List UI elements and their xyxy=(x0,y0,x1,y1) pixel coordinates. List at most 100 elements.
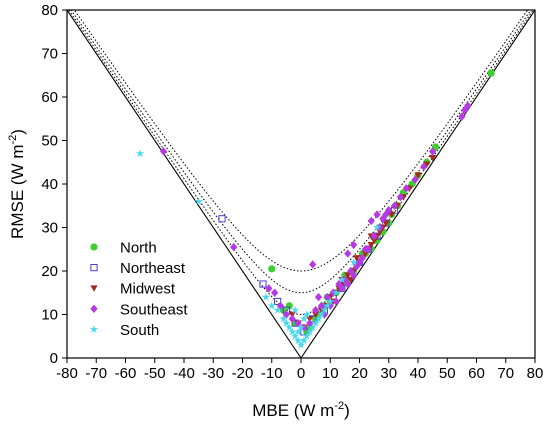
point-southeast xyxy=(420,162,428,171)
point-south xyxy=(293,336,303,345)
point-north xyxy=(285,302,293,310)
point-southeast xyxy=(288,314,296,324)
x-tick-label: 50 xyxy=(439,365,456,382)
y-tick-label: 80 xyxy=(41,2,58,19)
axis-ticks: -80 -70 -60 -50 -40 -30 -20 -10 0 10 20 30 40 50 60 70 8… xyxy=(41,2,543,382)
point-northeast xyxy=(259,280,267,288)
point-midwest xyxy=(429,155,437,162)
x-tick-label: 70 xyxy=(497,365,514,382)
point-midwest xyxy=(347,276,355,284)
point-southeast xyxy=(159,147,168,156)
x-tick-label: 0 xyxy=(297,365,305,382)
point-south xyxy=(308,323,317,332)
point-south xyxy=(288,327,297,336)
x-tick-label: -50 xyxy=(144,365,166,382)
point-southeast xyxy=(347,266,355,276)
point-southeast xyxy=(306,319,314,328)
point-south xyxy=(349,257,358,266)
legend-marker-southeast xyxy=(90,304,98,313)
point-midwest xyxy=(344,272,352,279)
point-south xyxy=(290,305,300,314)
x-axis-title-end: ) xyxy=(344,401,350,420)
x-tick-label: 30 xyxy=(380,365,397,382)
y-axis-title-superscript: -2 xyxy=(7,135,19,145)
point-southeast xyxy=(344,279,352,289)
x-tick-label: -40 xyxy=(173,365,195,382)
point-southeast xyxy=(396,192,405,202)
point-southeast xyxy=(317,301,326,310)
point-south xyxy=(302,310,312,319)
legend-marker-northeast xyxy=(90,264,98,272)
x-tick-label: 10 xyxy=(322,365,339,382)
x-axis-title: MBE (W m-2) xyxy=(252,400,350,420)
legend-label-south: South xyxy=(120,322,159,339)
point-south xyxy=(331,288,341,297)
point-southeast xyxy=(364,245,372,254)
point-midwest xyxy=(367,242,375,249)
point-southeast xyxy=(376,223,384,232)
point-south xyxy=(299,336,309,345)
point-south xyxy=(320,305,329,314)
point-midwest xyxy=(312,311,320,319)
x-tick-label: 60 xyxy=(468,365,485,382)
point-south xyxy=(323,301,332,310)
point-south xyxy=(282,318,291,327)
legend-marker-north xyxy=(90,243,98,251)
point-southeast xyxy=(464,101,472,110)
x-tick-label: -80 xyxy=(56,365,78,382)
point-south xyxy=(267,301,276,310)
y-tick-label: 10 xyxy=(41,307,58,324)
point-south xyxy=(293,327,303,336)
point-southeast xyxy=(282,310,290,319)
point-southeast xyxy=(265,284,273,293)
point-southeast xyxy=(335,279,343,289)
x-tick-label: -10 xyxy=(261,365,283,382)
bound-line-solid xyxy=(67,10,535,358)
point-southeast xyxy=(367,216,375,226)
y-tick-label: 0 xyxy=(50,350,58,367)
point-south xyxy=(372,223,382,232)
x-tick-label: 40 xyxy=(410,365,427,382)
point-southeast xyxy=(344,249,352,258)
point-southeast xyxy=(271,288,279,297)
point-midwest xyxy=(382,220,390,227)
point-south xyxy=(273,305,282,314)
point-northeast xyxy=(218,215,226,223)
point-southeast xyxy=(370,232,378,241)
point-south xyxy=(337,275,347,284)
point-south xyxy=(302,331,312,340)
bound-line-dotted xyxy=(68,10,534,316)
y-tick-label: 60 xyxy=(41,89,58,106)
point-southeast xyxy=(385,205,393,215)
point-southeast xyxy=(350,240,358,250)
bound-line-dotted xyxy=(70,10,532,294)
x-axis-title-superscript: -2 xyxy=(334,400,344,412)
point-southeast xyxy=(332,297,340,306)
legend-marker-midwest xyxy=(90,285,98,292)
point-southeast xyxy=(391,201,399,210)
point-south xyxy=(299,314,309,323)
y-tick-label: 40 xyxy=(41,176,58,193)
point-southeast xyxy=(338,284,346,293)
point-south xyxy=(285,323,294,332)
point-southeast xyxy=(458,112,466,121)
point-northeast xyxy=(274,297,282,306)
point-southeast xyxy=(358,253,367,263)
point-north xyxy=(487,69,495,77)
point-midwest xyxy=(388,211,396,219)
legend-label-northeast: Northeast xyxy=(120,260,186,277)
y-tick-label: 20 xyxy=(41,263,58,280)
point-southeast xyxy=(461,105,469,115)
y-tick-label: 50 xyxy=(41,133,58,150)
point-southeast xyxy=(429,147,437,156)
point-southeast xyxy=(329,288,337,297)
y-tick-label: 30 xyxy=(41,220,58,237)
point-midwest xyxy=(370,237,378,245)
y-axis-title-main: RMSE (W m xyxy=(8,145,27,239)
x-tick-label: -60 xyxy=(115,365,137,382)
point-southeast xyxy=(379,214,387,223)
point-midwest xyxy=(361,250,369,258)
x-tick-label: -30 xyxy=(202,365,224,382)
point-south xyxy=(261,292,271,301)
x-tick-label: 80 xyxy=(527,365,544,382)
